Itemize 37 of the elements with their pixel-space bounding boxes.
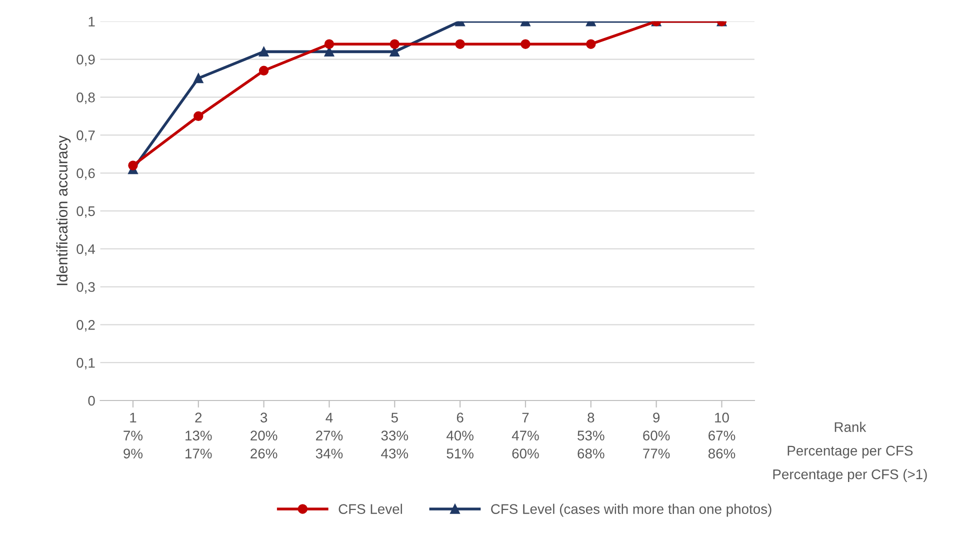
x-tick-label: 5 33% 43% [381, 412, 408, 458]
y-tick-label: 0,2 [76, 320, 95, 332]
x-tick-label: 4 27% 34% [316, 412, 343, 458]
legend-label: CFS Level (cases with more than one photos) [491, 504, 772, 517]
y-tick-label: 0,7 [76, 130, 95, 142]
y-tick-label: 0,6 [76, 168, 95, 180]
y-tick-label: 0,4 [76, 244, 96, 256]
y-tick-label: 0,1 [76, 358, 95, 370]
x-tick-label: 10 67% 86% [708, 412, 736, 458]
x-tick-label: 6 40% 51% [446, 412, 474, 458]
point [194, 73, 204, 84]
point [324, 39, 334, 49]
point [586, 39, 596, 49]
point [520, 39, 530, 49]
point [258, 46, 269, 57]
x-tick-label: 2 13% 17% [186, 412, 212, 458]
point [390, 39, 400, 49]
y-tick-label: 1 [88, 16, 95, 26]
y-tick-label: 0,9 [76, 54, 95, 66]
point [258, 66, 269, 76]
x-tick-label: 1 7% 9% [124, 412, 143, 458]
x-tick-label: 3 20% 26% [250, 412, 278, 458]
point [194, 111, 204, 122]
y-tick-label: 0,8 [76, 92, 95, 104]
y-tick-label: 0,5 [76, 206, 95, 218]
y-tick-label: 0,3 [76, 282, 95, 294]
y-axis-title: Identification accuracy [56, 135, 71, 286]
x-tick-label: 8 53% 68% [578, 412, 604, 458]
point [455, 39, 465, 49]
legend-label: CFS Level [338, 504, 402, 514]
text: Percentage per CFS (>1) [773, 469, 927, 482]
y-tick-label: 0 [88, 396, 95, 406]
x-tick-label: 7 47% 60% [512, 412, 539, 458]
x-tick-label: 9 60% 77% [643, 412, 670, 458]
point [128, 160, 138, 170]
text: Rank [834, 422, 866, 432]
text: Percentage per CFS [788, 446, 913, 458]
